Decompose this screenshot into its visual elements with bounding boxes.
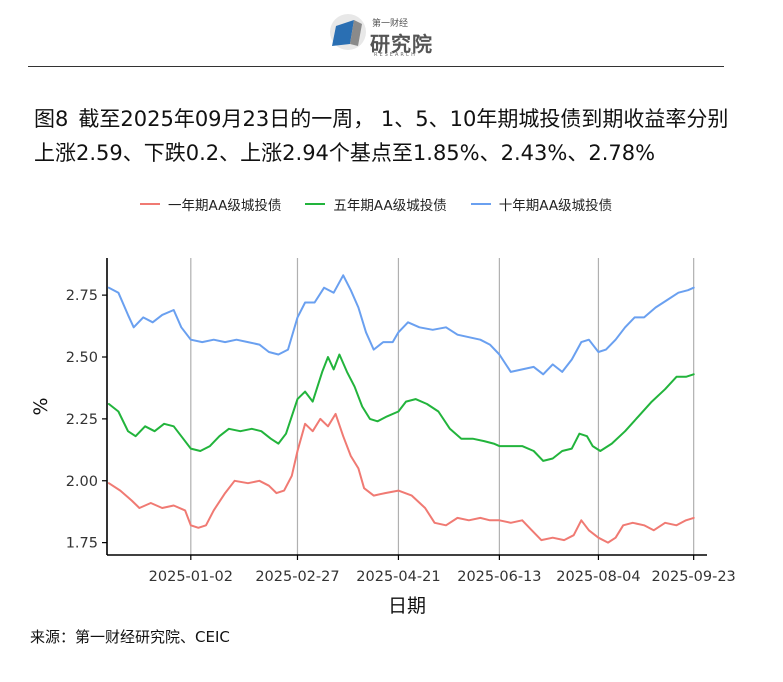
y-tick-label: 2.25 [66,412,98,428]
y-axis-title: % [30,397,52,415]
legend-item-ten-year: 十年期AA级城投债 [470,194,613,214]
legend-label-one-year: 一年期AA级城投债 [168,198,282,214]
y-tick-label: 2.00 [66,474,98,490]
report-header: 第一财经 研究院 RESEARCH [0,0,783,70]
x-tick-label: 2025-09-23 [652,569,736,585]
y-tick-label: 1.75 [66,536,98,552]
legend-swatch-one-year [140,203,160,205]
figure-title: 图8 截至2025年09月23日的一周， 1、5、10年期城投债到期收益率分别上涨… [34,102,734,170]
series-line-one-year [107,412,695,544]
legend-item-five-year: 五年期AA级城投债 [305,194,447,214]
header-divider [28,66,724,67]
figure-title-text: 截至2025年09月23日的一周， 1、5、10年期城投债到期收益率分别上涨2.… [34,107,729,165]
series-line-five-year [107,353,695,462]
series-line-ten-year [107,274,695,376]
legend-label-five-year: 五年期AA级城投债 [333,198,447,214]
x-tick-label: 2025-06-13 [457,569,541,585]
legend-swatch-five-year [305,203,326,205]
y-tick-label: 2.50 [66,350,98,366]
logo-mark-icon [330,14,366,50]
x-tick-label: 2025-08-04 [556,569,640,585]
x-tick-label: 2025-01-02 [149,569,233,585]
x-tick-label: 2025-02-27 [255,569,339,585]
legend-swatch-ten-year [470,203,491,205]
x-tick-label: 2025-04-21 [356,569,440,585]
chart-legend: 一年期AA级城投债 五年期AA级城投债 十年期AA级城投债 [140,194,636,214]
logo-sub-text: RESEARCH [374,52,417,58]
logo-small-text: 第一财经 [372,19,409,29]
source-note: 来源：第一财经研究院、CEIC [30,628,230,646]
x-axis-title: 日期 [388,595,426,617]
legend-item-one-year: 一年期AA级城投债 [140,194,281,214]
legend-label-ten-year: 十年期AA级城投债 [498,198,613,214]
logo-big-text: 研究院 [370,32,433,56]
y-tick-label: 2.75 [66,288,98,304]
figure-label: 图8 [34,107,69,131]
logo: 第一财经 研究院 RESEARCH [328,8,438,60]
